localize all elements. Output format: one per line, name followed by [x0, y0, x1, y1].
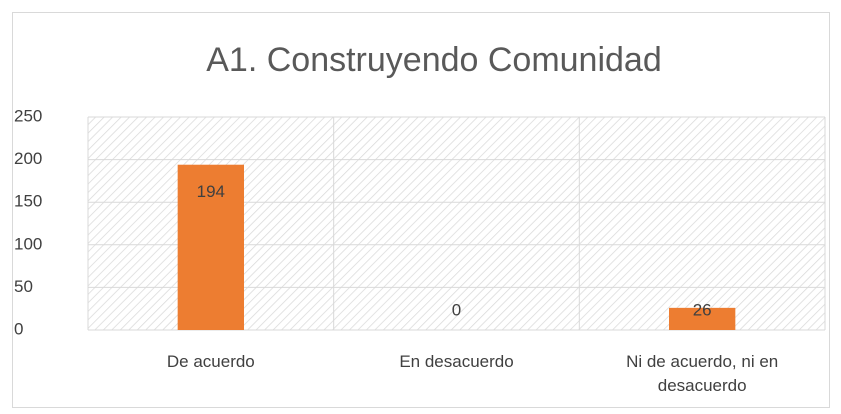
y-tick-label: 200	[14, 149, 42, 168]
y-tick-label: 100	[14, 234, 42, 253]
data-label: 194	[197, 182, 225, 201]
y-tick-label: 250	[14, 106, 42, 125]
data-label: 0	[452, 300, 461, 319]
x-tick-label: Ni de acuerdo, ni en desacuerdo	[626, 352, 779, 395]
x-tick-label: De acuerdo	[166, 352, 255, 371]
y-tick-label: 50	[14, 277, 33, 296]
x-tick-label: En desacuerdo	[399, 352, 514, 371]
chart-title: A1. Construyendo Comunidad	[206, 41, 662, 79]
bar	[669, 307, 736, 330]
y-tick-label: 0	[14, 319, 23, 338]
bar	[177, 164, 244, 330]
data-label: 26	[693, 300, 712, 319]
y-tick-label: 150	[14, 192, 42, 211]
